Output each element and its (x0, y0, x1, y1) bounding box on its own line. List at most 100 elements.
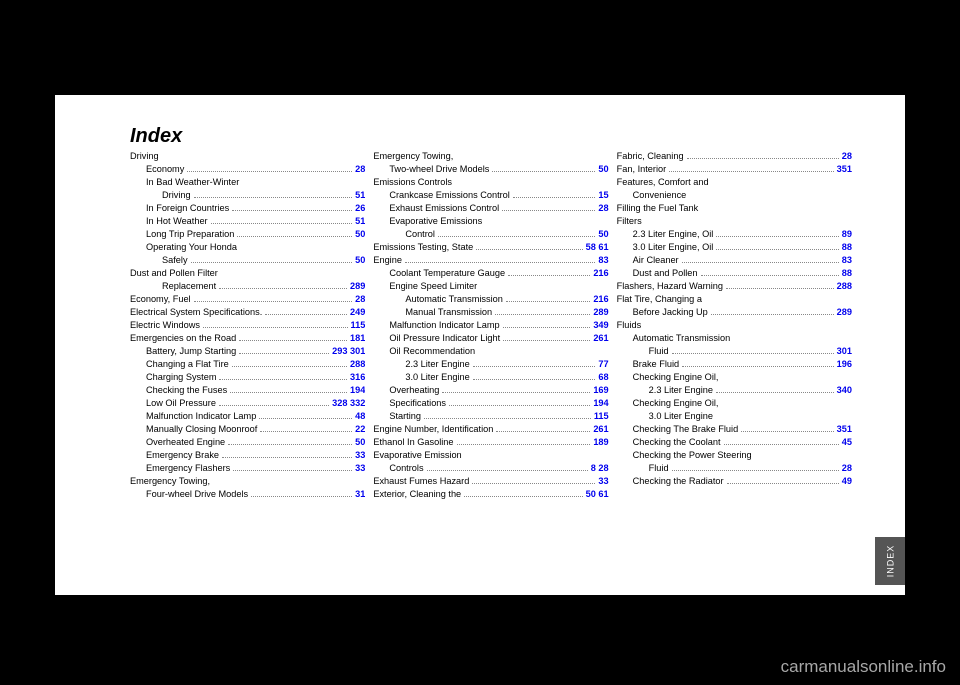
index-page-link[interactable]: 351 (837, 163, 852, 176)
index-page-link[interactable]: 50 (598, 228, 608, 241)
index-page-link[interactable]: 15 (598, 189, 608, 202)
leader-dots (438, 236, 595, 237)
index-entry: Checking the Fuses194 (130, 384, 365, 397)
index-entry: Fluid301 (617, 345, 852, 358)
index-page-link[interactable]: 88 (842, 241, 852, 254)
index-page-link[interactable]: 28 (355, 163, 365, 176)
index-entry-label: Engine Speed Limiter (389, 280, 477, 293)
leader-dots (232, 210, 352, 211)
index-side-tab: INDEX (875, 537, 905, 585)
index-page-link[interactable]: 50 (598, 163, 608, 176)
leader-dots (219, 288, 347, 289)
index-page-link[interactable]: 289 (593, 306, 608, 319)
index-entry: Filters (617, 215, 852, 228)
index-page-link[interactable]: 181 (350, 332, 365, 345)
index-page-link[interactable]: 316 (350, 371, 365, 384)
index-page-link[interactable]: 288 (837, 280, 852, 293)
index-entry: 2.3 Liter Engine340 (617, 384, 852, 397)
index-entry-label: Filling the Fuel Tank (617, 202, 699, 215)
index-entry: Flashers, Hazard Warning288 (617, 280, 852, 293)
index-column-3: Fabric, Cleaning28Fan, Interior351Featur… (617, 150, 860, 575)
index-entry: Emergency Towing, (373, 150, 608, 163)
index-page-link[interactable]: 49 (842, 475, 852, 488)
leader-dots (503, 340, 590, 341)
leader-dots (203, 327, 348, 328)
index-page-link[interactable]: 88 (842, 267, 852, 280)
index-page-link[interactable]: 8 28 (591, 462, 609, 475)
index-entry: Electrical System Specifications.249 (130, 306, 365, 319)
index-page-link[interactable]: 33 (355, 449, 365, 462)
index-entry-label: Exhaust Emissions Control (389, 202, 499, 215)
index-page-link[interactable]: 89 (842, 228, 852, 241)
index-page-link[interactable]: 50 (355, 436, 365, 449)
leader-dots (233, 470, 352, 471)
index-page-link[interactable]: 33 (355, 462, 365, 475)
index-page-link[interactable]: 288 (350, 358, 365, 371)
index-page-link[interactable]: 194 (350, 384, 365, 397)
index-page-link[interactable]: 22 (355, 423, 365, 436)
index-page-link[interactable]: 289 (837, 306, 852, 319)
index-entry-label: Ethanol In Gasoline (373, 436, 453, 449)
index-entry-label: Dust and Pollen Filter (130, 267, 218, 280)
index-page-link[interactable]: 68 (598, 371, 608, 384)
index-page-link[interactable]: 33 (598, 475, 608, 488)
index-page-link[interactable]: 48 (355, 410, 365, 423)
index-page-link[interactable]: 196 (837, 358, 852, 371)
index-page-link[interactable]: 169 (593, 384, 608, 397)
index-page-link[interactable]: 50 (355, 254, 365, 267)
index-entry: Checking the Power Steering (617, 449, 852, 462)
index-page-link[interactable]: 26 (355, 202, 365, 215)
index-page-link[interactable]: 50 (355, 228, 365, 241)
index-entry-label: Automatic Transmission (633, 332, 731, 345)
index-page-link[interactable]: 301 (837, 345, 852, 358)
index-page-link[interactable]: 349 (593, 319, 608, 332)
index-entry-label: Manually Closing Moonroof (146, 423, 257, 436)
index-entry: Fabric, Cleaning28 (617, 150, 852, 163)
index-page-link[interactable]: 289 (350, 280, 365, 293)
index-entry-label: Exterior, Cleaning the (373, 488, 461, 501)
index-entry: 3.0 Liter Engine (617, 410, 852, 423)
index-page-link[interactable]: 28 (842, 462, 852, 475)
index-page-link[interactable]: 216 (593, 267, 608, 280)
leader-dots (211, 223, 352, 224)
index-page-link[interactable]: 351 (837, 423, 852, 436)
leader-dots (219, 405, 329, 406)
index-page-link[interactable]: 45 (842, 436, 852, 449)
leader-dots (424, 418, 591, 419)
index-entry: Starting115 (373, 410, 608, 423)
index-page-link[interactable]: 83 (598, 254, 608, 267)
leader-dots (687, 158, 839, 159)
index-page-link[interactable]: 115 (594, 410, 609, 423)
index-page-link[interactable]: 115 (351, 319, 366, 332)
index-page-link[interactable]: 216 (593, 293, 608, 306)
index-page-link[interactable]: 31 (355, 488, 365, 501)
index-entry-label: Emergency Towing, (373, 150, 453, 163)
index-entry-label: Overheating (389, 384, 439, 397)
index-entry: Convenience (617, 189, 852, 202)
index-page-link[interactable]: 28 (598, 202, 608, 215)
index-page-link[interactable]: 83 (842, 254, 852, 267)
index-page-link[interactable]: 261 (593, 332, 608, 345)
index-page-link[interactable]: 328 332 (332, 397, 365, 410)
index-page-link[interactable]: 340 (837, 384, 852, 397)
index-page-link[interactable]: 50 61 (586, 488, 609, 501)
leader-dots (219, 379, 347, 380)
index-page-link[interactable]: 293 301 (332, 345, 365, 358)
index-page-link[interactable]: 77 (598, 358, 608, 371)
index-page-link[interactable]: 28 (842, 150, 852, 163)
index-page-link[interactable]: 58 61 (586, 241, 609, 254)
index-entry-label: Overheated Engine (146, 436, 225, 449)
index-entry: Brake Fluid196 (617, 358, 852, 371)
index-page-link[interactable]: 51 (355, 189, 365, 202)
index-entry: Coolant Temperature Gauge216 (373, 267, 608, 280)
index-page-link[interactable]: 51 (355, 215, 365, 228)
index-entry: Dust and Pollen Filter (130, 267, 365, 280)
index-page-link[interactable]: 28 (355, 293, 365, 306)
index-entry-label: Evaporative Emissions (389, 215, 482, 228)
index-entry: Checking the Coolant45 (617, 436, 852, 449)
index-page-link[interactable]: 261 (593, 423, 608, 436)
index-page-link[interactable]: 249 (350, 306, 365, 319)
index-entry-label: Automatic Transmission (405, 293, 503, 306)
index-page-link[interactable]: 189 (593, 436, 608, 449)
index-page-link[interactable]: 194 (593, 397, 608, 410)
